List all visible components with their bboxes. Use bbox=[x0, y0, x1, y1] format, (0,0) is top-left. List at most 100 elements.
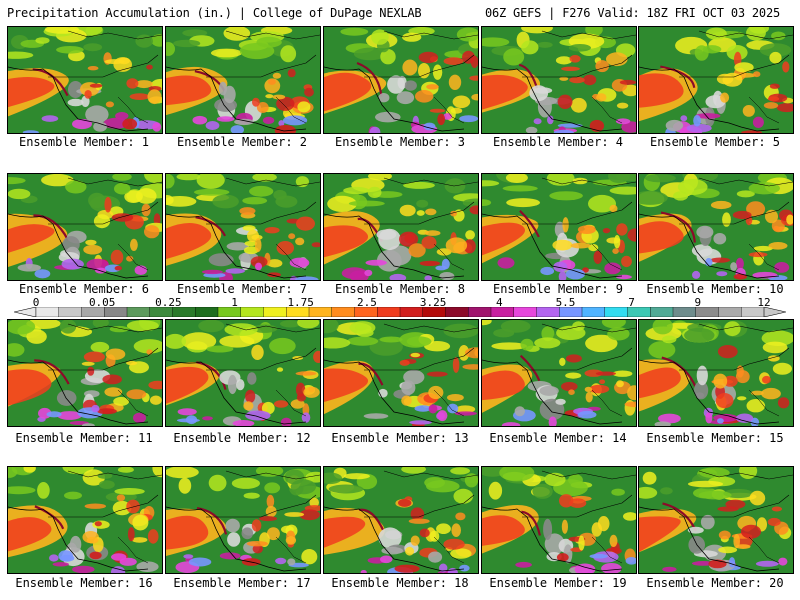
colorbar-swatch bbox=[286, 307, 310, 317]
precip-map-svg bbox=[166, 467, 320, 573]
ensemble-member-map bbox=[7, 319, 163, 427]
ensemble-member-label: Ensemble Member: 6 bbox=[18, 282, 150, 296]
colorbar-swatch bbox=[263, 307, 287, 317]
colorbar-swatch bbox=[58, 307, 82, 317]
colorbar-swatch bbox=[81, 307, 105, 317]
precip-map-svg bbox=[166, 27, 320, 133]
colorbar-tick-label: 5.5 bbox=[555, 296, 576, 309]
colorbar-tick-label: 0.25 bbox=[155, 296, 182, 309]
precip-map-svg bbox=[324, 27, 478, 133]
colorbar-tick-label: 1 bbox=[231, 296, 238, 309]
ensemble-member-label: Ensemble Member: 14 bbox=[489, 431, 627, 445]
colorbar-swatch bbox=[536, 307, 560, 317]
ensemble-member-map bbox=[638, 173, 794, 281]
colorbar-swatch bbox=[104, 307, 128, 317]
precip-map-svg bbox=[482, 27, 636, 133]
ensemble-member-label: Ensemble Member: 17 bbox=[173, 576, 311, 590]
ensemble-member-map bbox=[323, 173, 479, 281]
precip-map-svg bbox=[8, 27, 162, 133]
colorbar-swatch bbox=[490, 307, 515, 317]
colorbar-right-arrow bbox=[763, 307, 786, 317]
ensemble-member-map bbox=[165, 26, 321, 134]
colorbar-svg bbox=[14, 307, 786, 317]
ensemble-member-label: Ensemble Member: 15 bbox=[646, 431, 784, 445]
ensemble-member-label: Ensemble Member: 16 bbox=[15, 576, 153, 590]
colorbar-swatch bbox=[468, 307, 492, 317]
colorbar-left-arrow bbox=[14, 307, 37, 317]
colorbar-swatch bbox=[240, 307, 264, 317]
precip-map-svg bbox=[8, 320, 162, 426]
precip-map-svg bbox=[639, 320, 793, 426]
colorbar-swatch bbox=[627, 307, 651, 317]
ensemble-member-label: Ensemble Member: 7 bbox=[176, 282, 308, 296]
ensemble-member-map bbox=[481, 466, 637, 574]
precip-map-svg bbox=[166, 174, 320, 280]
precip-map-svg bbox=[639, 27, 793, 133]
precip-map-svg bbox=[8, 174, 162, 280]
precip-map-svg bbox=[482, 174, 636, 280]
ensemble-member-map bbox=[323, 319, 479, 427]
colorbar-swatch bbox=[513, 307, 537, 317]
valid-time: 06Z GEFS | F276 Valid: 18Z FRI OCT 03 20… bbox=[484, 6, 780, 20]
ensemble-member-map bbox=[481, 319, 637, 427]
ensemble-member-map bbox=[7, 466, 163, 574]
ensemble-member-map bbox=[638, 26, 794, 134]
ensemble-member-label: Ensemble Member: 1 bbox=[18, 135, 150, 149]
ensemble-member-map bbox=[165, 173, 321, 281]
ensemble-member-label: Ensemble Member: 3 bbox=[334, 135, 466, 149]
ensemble-member-map bbox=[481, 173, 637, 281]
precip-map-svg bbox=[166, 320, 320, 426]
ensemble-member-map bbox=[323, 26, 479, 134]
ensemble-member-label: Ensemble Member: 5 bbox=[649, 135, 781, 149]
precip-map-svg bbox=[639, 467, 793, 573]
ensemble-member-label: Ensemble Member: 12 bbox=[173, 431, 311, 445]
precip-map-svg bbox=[639, 174, 793, 280]
ensemble-member-label: Ensemble Member: 9 bbox=[492, 282, 624, 296]
precip-map-svg bbox=[324, 320, 478, 426]
ensemble-member-label: Ensemble Member: 10 bbox=[646, 282, 784, 296]
colorbar-tick-label: 12 bbox=[757, 296, 771, 309]
colorbar-tick-label: 0 bbox=[32, 296, 40, 309]
ensemble-member-map bbox=[323, 466, 479, 574]
precip-map-svg bbox=[8, 467, 162, 573]
colorbar-swatch bbox=[422, 307, 446, 317]
ensemble-member-map bbox=[638, 319, 794, 427]
colorbar-tick-label: 2.5 bbox=[356, 296, 377, 309]
ensemble-member-map bbox=[638, 466, 794, 574]
colorbar-swatch bbox=[377, 307, 401, 317]
ensemble-member-label: Ensemble Member: 11 bbox=[15, 431, 153, 445]
colorbar-swatch bbox=[195, 307, 219, 317]
colorbar-tick-label: 9 bbox=[694, 296, 702, 309]
colorbar-tick-label: 1.75 bbox=[287, 296, 314, 309]
colorbar-tick-label: 3.25 bbox=[419, 296, 447, 309]
colorbar-swatch bbox=[604, 307, 628, 317]
colorbar-swatch bbox=[399, 307, 424, 317]
colorbar-swatch bbox=[331, 307, 355, 317]
colorbar-swatch bbox=[35, 307, 60, 317]
ensemble-member-label: Ensemble Member: 4 bbox=[492, 135, 624, 149]
ensemble-member-label: Ensemble Member: 13 bbox=[331, 431, 469, 445]
ensemble-member-label: Ensemble Member: 2 bbox=[176, 135, 308, 149]
colorbar-swatch bbox=[581, 307, 606, 317]
ensemble-member-map bbox=[481, 26, 637, 134]
map-title: Precipitation Accumulation (in.) | Colle… bbox=[7, 6, 422, 20]
ensemble-member-map bbox=[165, 319, 321, 427]
colorbar-swatch bbox=[650, 307, 674, 317]
precip-colorbar bbox=[14, 307, 786, 317]
precip-map-svg bbox=[482, 467, 636, 573]
colorbar-swatch bbox=[149, 307, 173, 317]
precip-map-svg bbox=[324, 174, 478, 280]
colorbar-swatch bbox=[741, 307, 765, 317]
colorbar-swatch bbox=[672, 307, 697, 317]
colorbar-swatch bbox=[445, 307, 469, 317]
colorbar-swatch bbox=[354, 307, 378, 317]
colorbar-swatch bbox=[126, 307, 151, 317]
colorbar-swatch bbox=[559, 307, 583, 317]
precip-map-svg bbox=[324, 467, 478, 573]
ensemble-member-map bbox=[7, 26, 163, 134]
ensemble-member-map bbox=[7, 173, 163, 281]
colorbar-swatch bbox=[308, 307, 333, 317]
ensemble-member-label: Ensemble Member: 20 bbox=[646, 576, 784, 590]
colorbar-tick-label: 7 bbox=[628, 296, 635, 309]
colorbar-swatch bbox=[217, 307, 242, 317]
